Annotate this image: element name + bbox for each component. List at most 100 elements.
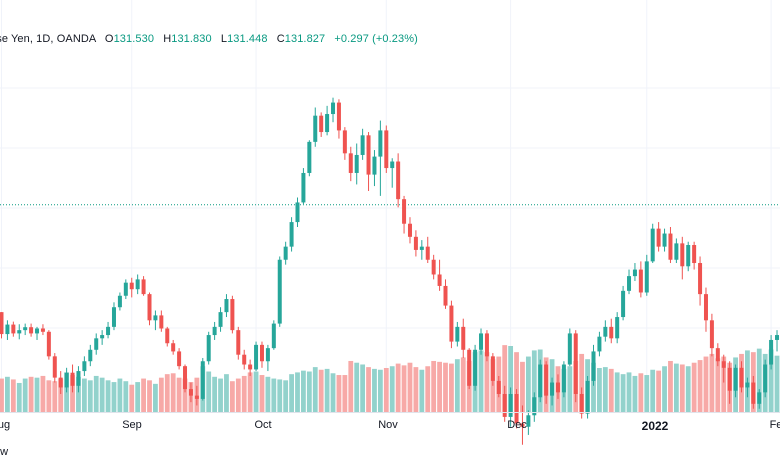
volume-bar	[34, 377, 40, 412]
volume-bar	[16, 382, 22, 412]
volume-bar	[235, 378, 241, 412]
candle-up	[644, 261, 649, 293]
candle-up	[277, 259, 282, 324]
volume-bar	[22, 378, 28, 412]
candle-up	[212, 326, 217, 336]
volume-bar	[443, 362, 448, 412]
candle-up	[94, 338, 99, 350]
candle-up	[473, 349, 478, 386]
volume-bar	[401, 365, 407, 412]
volume-bar	[372, 368, 377, 412]
footer-text: ew	[0, 446, 9, 458]
candle-up	[733, 367, 738, 391]
volume-bar	[265, 376, 271, 412]
candle-down	[703, 294, 708, 321]
volume-bar	[312, 367, 318, 412]
volume-bar	[567, 366, 573, 412]
candle-down	[692, 245, 697, 264]
volume-bar	[531, 350, 537, 412]
volume-bar	[212, 376, 218, 412]
volume-bar	[715, 358, 721, 412]
volume-bar	[229, 381, 235, 412]
candle-down	[141, 279, 146, 295]
candle-up	[354, 154, 359, 173]
candle-down	[609, 326, 614, 339]
close-value: 131.827	[284, 33, 326, 45]
volume-bar	[632, 375, 638, 412]
candle-up	[23, 327, 28, 331]
change-value: +0.297 (+0.23%)	[334, 33, 418, 45]
candle-down	[70, 372, 75, 386]
candle-up	[200, 361, 205, 399]
volume-bar	[395, 363, 401, 412]
candle-up	[745, 382, 750, 388]
candle-down	[11, 324, 16, 334]
volume-bar	[147, 380, 152, 412]
candle-up	[111, 307, 116, 327]
volume-bar	[206, 371, 212, 412]
candle-down	[484, 333, 489, 357]
volume-bar	[644, 375, 650, 412]
candle-down	[461, 326, 466, 350]
candle-up	[218, 312, 223, 327]
candle-up	[301, 172, 306, 203]
volume-bar	[117, 378, 123, 412]
volume-bar	[502, 345, 508, 412]
low-value: 131.448	[227, 33, 268, 45]
volume-bar	[656, 370, 662, 412]
volume-bar	[342, 375, 348, 412]
candle-up	[603, 326, 608, 337]
volume-bar	[673, 363, 679, 412]
candle-down	[194, 395, 199, 399]
candle-up	[538, 364, 543, 398]
volume-bar	[431, 360, 437, 412]
volume-bar	[354, 362, 360, 412]
x-tick-label: Nov	[378, 419, 398, 431]
candle-down	[739, 367, 744, 388]
candle-up	[35, 328, 40, 334]
volume-bar	[330, 373, 336, 412]
candle-down	[236, 330, 241, 355]
candle-up	[632, 269, 637, 277]
candle-up	[775, 335, 780, 340]
volume-bar	[153, 383, 158, 412]
x-tick-label: ug	[0, 419, 11, 431]
volume-bar	[123, 381, 129, 412]
candle-up	[325, 114, 330, 133]
candle-up	[757, 392, 762, 404]
volume-bar	[425, 366, 431, 412]
volume-bar	[478, 350, 484, 412]
candle-down	[129, 282, 134, 290]
candle-up	[360, 135, 365, 155]
candle-up	[479, 333, 484, 350]
volume-bar	[111, 382, 117, 412]
open-label: O	[104, 33, 114, 45]
volume-bar	[336, 375, 342, 412]
volume-bar	[508, 346, 514, 412]
x-tick-label: Fe	[769, 419, 780, 431]
candle-down	[348, 153, 353, 173]
candle-up	[17, 330, 22, 334]
candle-up	[331, 102, 336, 115]
volume-bar	[87, 380, 93, 412]
volume-bar	[454, 359, 460, 412]
candle-up	[254, 344, 259, 370]
volume-bar	[218, 378, 223, 412]
volume-bar	[419, 369, 425, 412]
volume-bar	[407, 362, 413, 412]
volume-bar	[241, 375, 247, 412]
candle-down	[147, 294, 152, 321]
volume-bar	[460, 357, 466, 412]
candle-down	[230, 299, 235, 331]
volume-bar	[135, 382, 141, 412]
volume-bar	[76, 376, 81, 412]
candle-up	[591, 351, 596, 381]
candle-up	[378, 130, 383, 157]
candle-up	[289, 222, 294, 247]
candle-up	[88, 349, 93, 362]
volume-bar	[597, 368, 602, 412]
candle-down	[721, 361, 726, 368]
candle-up	[662, 233, 667, 247]
